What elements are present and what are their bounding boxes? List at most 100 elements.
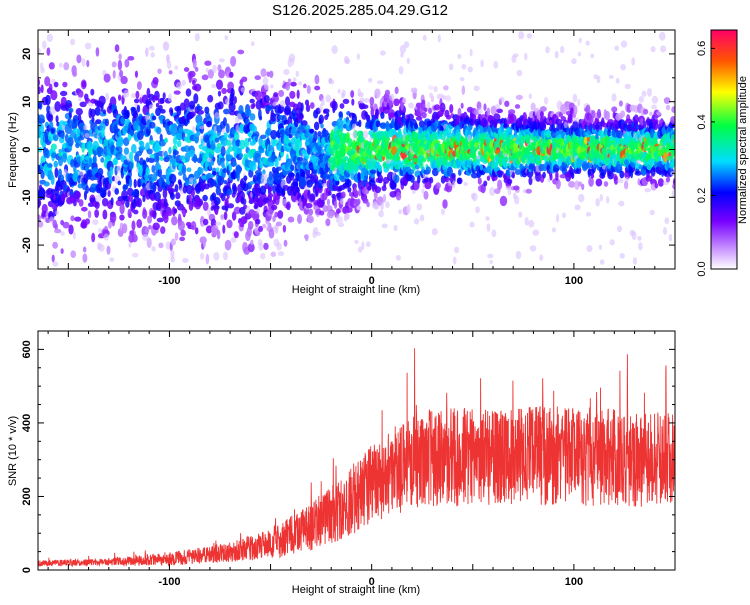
spectrogram-cell — [199, 252, 205, 260]
spectrogram-cell — [148, 224, 152, 230]
spectrogram-cell — [619, 252, 625, 259]
spectrogram-cell — [389, 93, 395, 101]
spectrogram-cell — [166, 154, 173, 160]
spectrogram-cell — [363, 98, 370, 103]
spectrogram-cell — [225, 123, 230, 134]
spectrogram-cell — [222, 117, 227, 127]
spectrogram-cell — [70, 215, 75, 222]
spectrogram-cell — [446, 166, 453, 177]
spectrogram-cell — [638, 242, 643, 251]
spectrogram-cell — [435, 182, 441, 189]
spectrogram-cell — [54, 167, 59, 179]
spectrogram-cell — [470, 172, 479, 179]
spectrogram-cell — [136, 81, 142, 90]
spectrogram-cell — [167, 93, 172, 102]
spectrogram-cell — [51, 254, 55, 263]
spectrogram-cell — [182, 209, 186, 216]
spectrogram-cell — [297, 192, 302, 198]
spectrogram-cell — [480, 59, 484, 68]
spectrogram-cell — [190, 221, 197, 231]
spectrogram-cell — [233, 96, 237, 104]
spectrogram-cell — [159, 97, 165, 104]
spectrogram-cell — [188, 100, 196, 110]
spectrogram-cell — [239, 152, 244, 159]
spectrogram-cell — [163, 198, 168, 208]
spectrogram-cell — [130, 106, 136, 112]
spectrogram-cell — [111, 61, 117, 68]
spectrogram-cell — [193, 93, 199, 104]
spectrogram-cell — [218, 69, 225, 79]
spectrogram-cell — [152, 77, 159, 85]
spectrogram-cell — [342, 98, 350, 105]
spectrogram-cell — [598, 244, 602, 250]
spectrogram-cell — [179, 236, 186, 242]
spectrogram-cell — [217, 101, 224, 110]
spectrogram-cell — [129, 230, 134, 236]
spectrogram-cell — [357, 171, 361, 182]
spectrogram-cell — [87, 210, 92, 219]
spectrogram-cell — [288, 53, 296, 63]
spectrogram-xlabel: Height of straight line (km) — [292, 284, 420, 296]
spectrogram-ytick-label: -20 — [21, 237, 33, 253]
spectrogram-cell — [670, 116, 675, 124]
snr-xtick-label: -100 — [158, 576, 180, 588]
spectrogram-cell — [197, 167, 204, 175]
spectrogram-cell — [433, 86, 438, 93]
spectrogram-cell — [365, 241, 371, 248]
spectrogram-cell — [85, 185, 89, 194]
spectrogram-cell — [345, 212, 350, 220]
spectrogram-cell — [403, 41, 410, 48]
spectrogram-cell — [208, 160, 213, 170]
spectrogram-cell — [299, 112, 304, 119]
spectrogram-cell — [181, 79, 186, 87]
spectrogram-cell — [242, 198, 247, 206]
spectrogram-cell — [84, 218, 90, 225]
spectrogram-cell — [514, 104, 521, 109]
spectrogram-cell — [164, 137, 168, 143]
spectrogram-cell — [298, 81, 303, 86]
spectrogram-cell — [38, 214, 41, 223]
spectrogram-cell — [119, 203, 125, 215]
spectrogram-cell — [72, 71, 78, 77]
spectrogram-cell — [552, 167, 560, 173]
spectrogram-cell — [614, 45, 620, 51]
spectrogram-cell — [609, 239, 615, 246]
spectrogram-cell — [133, 98, 140, 104]
spectrogram-cell — [90, 108, 96, 118]
spectrogram-cell — [169, 192, 175, 200]
spectrogram-cell — [395, 191, 402, 201]
spectrogram-cell — [61, 124, 66, 131]
spectrogram-cell — [103, 233, 110, 241]
spectrogram-cell — [131, 93, 137, 99]
spectrogram-cell — [81, 58, 86, 67]
spectrogram-cell — [236, 147, 241, 156]
spectrogram-cell — [651, 104, 658, 110]
spectrogram-cell — [406, 57, 411, 65]
spectrogram-cell — [489, 187, 496, 196]
spectrogram-cell — [430, 95, 435, 103]
spectrogram-cell — [439, 102, 446, 113]
spectrogram-cell — [148, 104, 153, 110]
spectrogram-cell — [467, 134, 472, 143]
spectrogram-cell — [377, 174, 384, 184]
spectrogram-cell — [588, 176, 594, 187]
spectrogram-cell — [672, 183, 675, 190]
spectrogram-cell — [181, 164, 187, 175]
spectrogram-cell — [513, 195, 520, 205]
spectrogram-cell — [277, 210, 284, 219]
spectrogram-cell — [445, 95, 452, 102]
spectrogram-cell — [402, 97, 407, 103]
spectrogram-cell — [62, 81, 68, 88]
spectrogram-cell — [127, 55, 135, 61]
spectrogram-cell — [406, 204, 411, 214]
spectrogram-cell — [230, 55, 237, 67]
spectrogram-cell — [393, 98, 400, 107]
spectrogram-ytick-label: 0 — [21, 146, 33, 152]
spectrogram-cell — [139, 140, 145, 148]
spectrogram-cell — [202, 194, 208, 202]
spectrogram-cell — [131, 233, 138, 243]
snr-xlabel: Height of straight line (km) — [292, 584, 420, 596]
spectrogram-cell — [134, 70, 139, 78]
spectrogram-cell — [577, 51, 582, 57]
spectrogram-cell — [453, 256, 457, 265]
